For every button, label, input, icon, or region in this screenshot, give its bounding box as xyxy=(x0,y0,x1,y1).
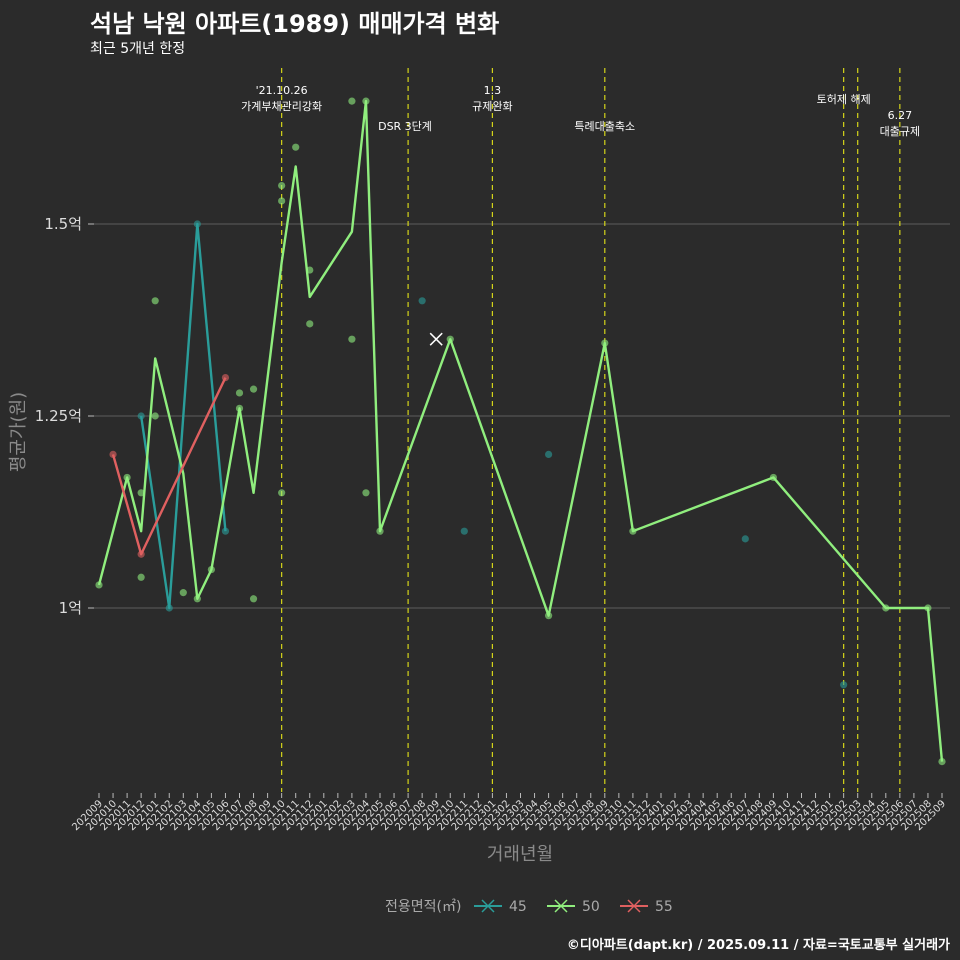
series-55 xyxy=(109,374,230,558)
series-line xyxy=(139,222,227,610)
series-layer xyxy=(95,97,946,766)
legend-label: 55 xyxy=(655,899,673,915)
series-50 xyxy=(95,97,946,766)
data-point xyxy=(362,489,370,497)
event-annotation: 6.27 xyxy=(888,109,913,122)
event-annotation: 가계부채관리강화 xyxy=(241,100,322,113)
data-point xyxy=(348,97,356,105)
data-point xyxy=(348,335,356,343)
y-tick-label: 1.5억 xyxy=(44,215,82,233)
event-annotation: 특례대출축소 xyxy=(574,120,635,133)
legend-label: 45 xyxy=(509,899,527,915)
event-annotation: 규제완화 xyxy=(472,100,512,113)
series-line xyxy=(111,377,227,556)
data-point xyxy=(235,389,244,397)
data-point xyxy=(179,589,187,597)
y-tick-label: 1억 xyxy=(59,599,82,617)
event-annotation: DSR 3단계 xyxy=(378,120,432,133)
chart-caption: ©디아파트(dapt.kr) / 2025.09.11 / 자료=국토교통부 실… xyxy=(566,938,950,953)
legend-item-55: 55 xyxy=(620,899,673,915)
legend: 전용면적(㎡) 45 50 55 xyxy=(385,899,673,915)
x-axis-ticks: 2020092020102020112020122021012021022021… xyxy=(70,793,948,833)
legend-title: 전용면적(㎡) xyxy=(385,899,461,915)
data-point xyxy=(545,450,553,458)
series-45 xyxy=(137,220,848,689)
chart-subtitle: 최근 5개년 한정 xyxy=(90,41,186,57)
legend-key-cross xyxy=(554,899,568,913)
grid-lines xyxy=(88,223,950,609)
y-axis-ticks: 1억 1.25억 1.5억 xyxy=(35,215,94,617)
chart-title: 석남 낙원 아파트(1989) 매매가격 변화 xyxy=(90,10,500,38)
data-point xyxy=(137,573,145,581)
legend-key-cross xyxy=(481,899,495,913)
event-annotation: 대출규제 xyxy=(880,125,920,138)
data-point xyxy=(278,489,286,497)
legend-item-45: 45 xyxy=(474,899,527,915)
data-point xyxy=(840,681,848,689)
data-point xyxy=(741,535,749,543)
data-point xyxy=(95,581,103,589)
data-point xyxy=(221,527,230,535)
data-point xyxy=(292,143,300,151)
data-point xyxy=(418,297,426,305)
data-point xyxy=(306,320,314,328)
data-point xyxy=(249,385,258,393)
data-point xyxy=(151,297,159,305)
data-point xyxy=(278,182,286,190)
highlight-marker xyxy=(429,332,443,346)
series-line xyxy=(97,99,944,762)
y-axis-label: 평균가(원) xyxy=(8,392,29,472)
y-tick-label: 1.25억 xyxy=(35,407,82,425)
highlight-cross xyxy=(429,332,443,346)
data-point xyxy=(249,595,258,603)
data-point xyxy=(278,197,286,205)
data-point xyxy=(460,527,468,535)
legend-item-50: 50 xyxy=(547,899,600,915)
data-point xyxy=(151,412,159,420)
legend-key-cross xyxy=(627,899,641,913)
event-annotation: '21.10.26 xyxy=(256,84,308,97)
legend-label: 50 xyxy=(582,899,600,915)
x-axis-label: 거래년월 xyxy=(487,844,553,865)
event-annotation: 1.3 xyxy=(484,84,502,97)
event-annotation: 토허제 해제 xyxy=(817,92,871,106)
